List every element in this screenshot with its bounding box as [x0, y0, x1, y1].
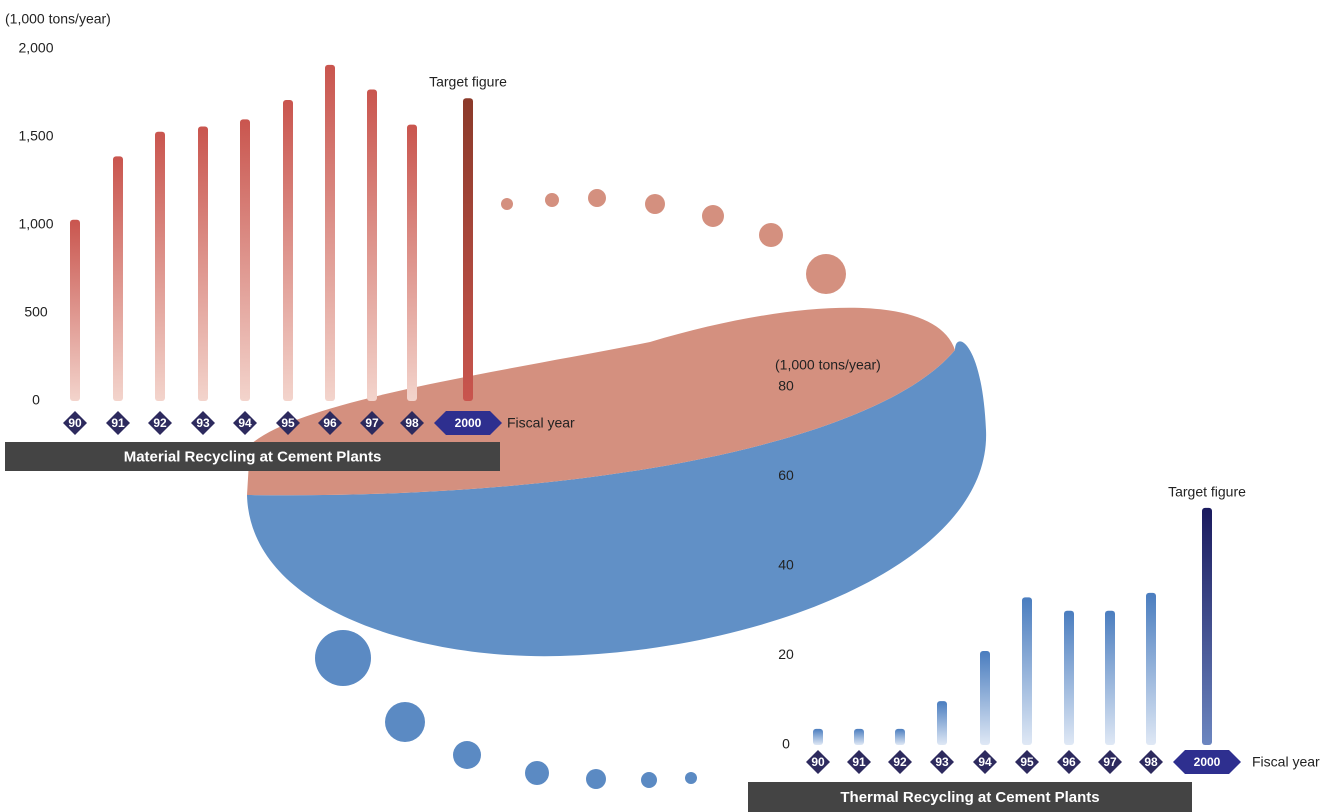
decoration	[247, 189, 987, 789]
bar	[980, 651, 990, 745]
y-tick-label: 60	[778, 467, 794, 483]
bar	[1105, 610, 1115, 745]
x-axis-label: Fiscal year	[507, 415, 575, 431]
bar	[240, 119, 250, 402]
y-tick-label: 40	[778, 557, 794, 573]
x-tick-label: 97	[1103, 755, 1117, 769]
bar	[367, 89, 377, 401]
x-tick-label: 98	[405, 416, 419, 430]
bar	[325, 64, 335, 401]
x-tick-label: 92	[153, 416, 167, 430]
bar	[1202, 507, 1212, 745]
x-tick-label: 92	[893, 755, 907, 769]
year-marker	[888, 750, 912, 774]
year-marker	[106, 411, 130, 435]
y-tick-label: 20	[778, 646, 794, 662]
bar	[463, 98, 473, 401]
x-tick-label: 95	[1020, 755, 1034, 769]
annotation: Target figure	[429, 74, 507, 90]
dots-bottom	[315, 630, 697, 789]
bar	[283, 100, 293, 401]
y-tick-label: 2,000	[18, 40, 53, 56]
bar	[198, 126, 208, 401]
bar	[155, 131, 165, 401]
bar	[1022, 597, 1032, 745]
annotation: Target figure	[1168, 484, 1246, 500]
x-tick-label: 93	[935, 755, 949, 769]
year-marker	[1015, 750, 1039, 774]
y-axis-label: (1,000 tons/year)	[775, 357, 881, 373]
year-marker	[191, 411, 215, 435]
x-tick-label: 93	[196, 416, 210, 430]
year-marker	[1057, 750, 1081, 774]
bar	[407, 124, 417, 402]
x-tick-label: 96	[323, 416, 337, 430]
year-marker	[148, 411, 172, 435]
x-tick-label: 95	[281, 416, 295, 430]
year-marker	[233, 411, 257, 435]
y-tick-label: 500	[24, 304, 48, 320]
year-marker	[806, 750, 830, 774]
x-tick-label: 91	[111, 416, 125, 430]
chart: 0 500 1,000 1,500 2,000 (1,000 tons/year) 90 91…	[5, 11, 575, 471]
x-tick-label: 97	[365, 416, 379, 430]
blob-bottom	[247, 341, 987, 657]
x-tick-label: 91	[852, 755, 866, 769]
x-tick-label: 96	[1062, 755, 1076, 769]
x-axis-label: Fiscal year	[1252, 754, 1320, 770]
year-marker	[973, 750, 997, 774]
x-tick-label: 2000	[1194, 755, 1221, 769]
bar	[1146, 592, 1156, 745]
year-marker	[360, 411, 384, 435]
bar	[895, 728, 905, 745]
y-axis-label: (1,000 tons/year)	[5, 11, 111, 27]
year-marker	[847, 750, 871, 774]
bar	[813, 728, 823, 745]
x-tick-label: 2000	[455, 416, 482, 430]
year-marker	[63, 411, 87, 435]
chart-title: Thermal Recycling at Cement Plants	[840, 789, 1099, 806]
bar	[854, 728, 864, 745]
bar	[937, 701, 947, 745]
bar	[113, 156, 123, 401]
year-marker	[1139, 750, 1163, 774]
year-marker	[1098, 750, 1122, 774]
dots-top	[501, 189, 846, 294]
chart-title: Material Recycling at Cement Plants	[124, 448, 382, 465]
y-tick-label: 80	[778, 378, 794, 394]
y-tick-label: 1,000	[18, 216, 53, 232]
target-marker	[434, 411, 502, 435]
year-marker	[400, 411, 424, 435]
title-bar	[748, 782, 1192, 812]
bar	[1064, 610, 1074, 745]
title-bar	[5, 442, 500, 471]
year-marker	[318, 411, 342, 435]
year-marker	[930, 750, 954, 774]
y-tick-label: 0	[32, 392, 40, 408]
x-tick-label: 90	[811, 755, 825, 769]
x-tick-label: 98	[1144, 755, 1158, 769]
bar	[70, 219, 80, 401]
y-tick-label: 1,500	[18, 128, 53, 144]
chart: 0 20 40 60 80 (1,000 tons/year) 90 91 92 93 94 95 96…	[748, 357, 1320, 812]
x-tick-label: 94	[238, 416, 252, 430]
x-tick-label: 94	[978, 755, 992, 769]
target-marker	[1173, 750, 1241, 774]
y-tick-label: 0	[782, 736, 790, 752]
year-marker	[276, 411, 300, 435]
x-tick-label: 90	[68, 416, 82, 430]
